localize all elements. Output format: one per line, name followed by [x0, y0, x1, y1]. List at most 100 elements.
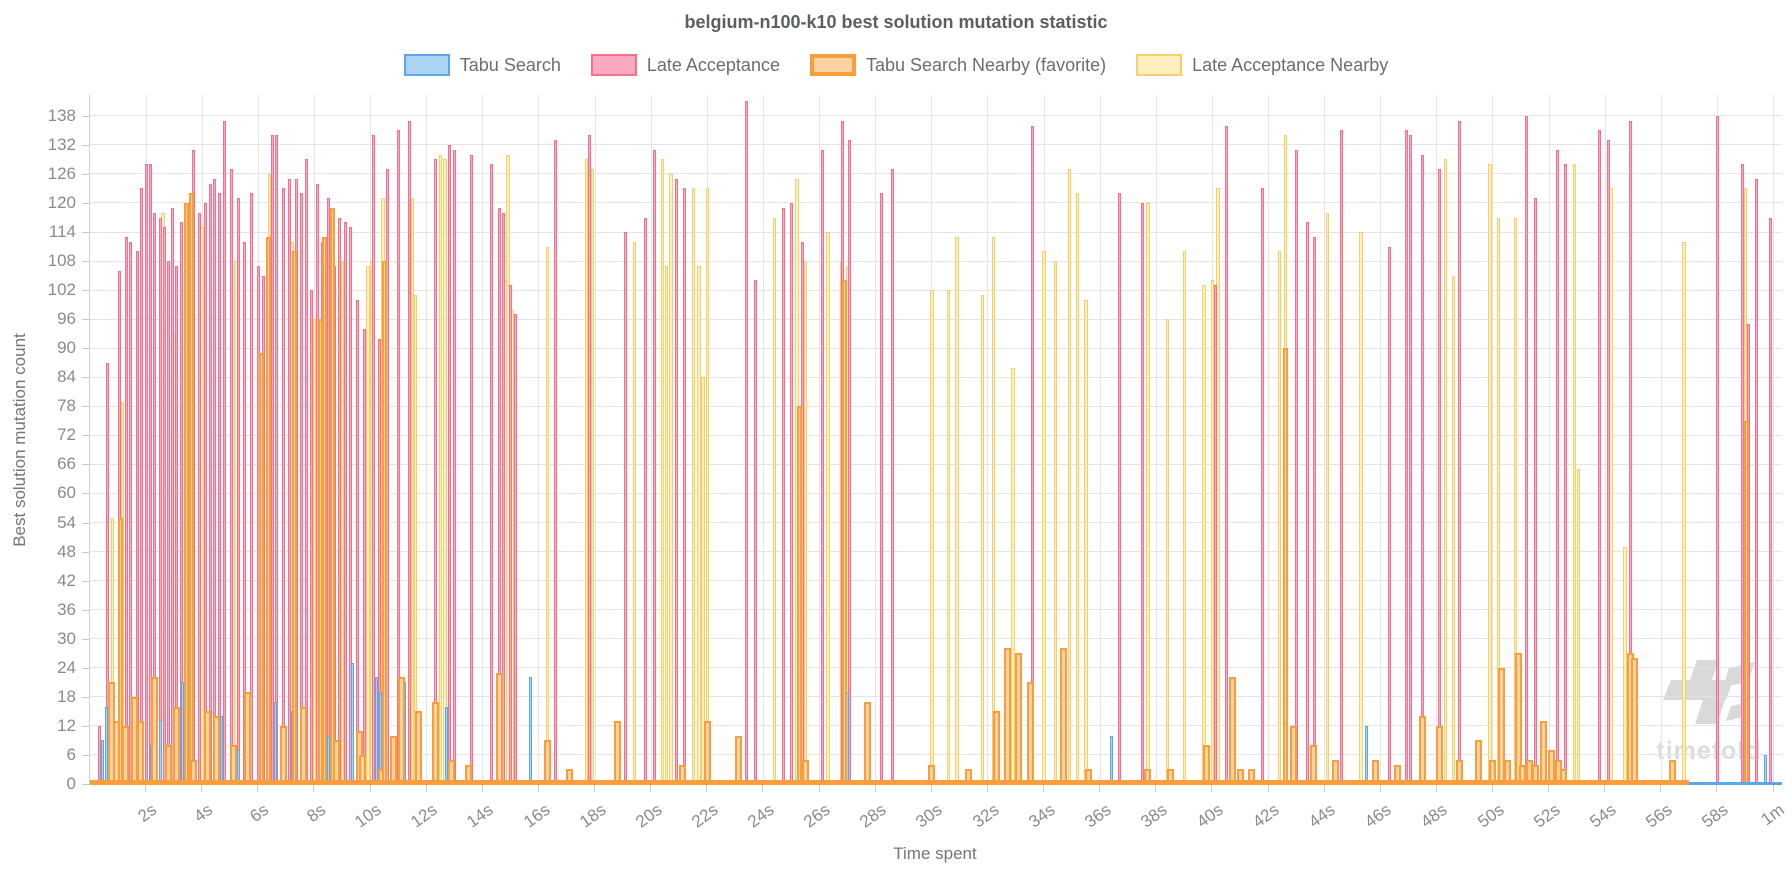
y-axis-tick — [82, 784, 89, 785]
bar-late-acceptance — [470, 154, 474, 784]
bar-late-acceptance-nearby — [660, 159, 665, 784]
bar-tabu-search-nearby — [184, 202, 190, 784]
gridline-horizontal — [90, 463, 1782, 465]
bar-tabu-search-nearby — [1631, 658, 1639, 784]
bar-tabu-search-nearby — [1436, 725, 1444, 784]
gridline-vertical — [1492, 95, 1494, 784]
bar-late-acceptance — [1715, 115, 1719, 784]
x-axis-tick — [1772, 785, 1774, 792]
bar-late-acceptance — [644, 217, 648, 784]
bar-tabu-search-nearby — [389, 735, 397, 784]
gridline-horizontal — [90, 522, 1782, 524]
gridline-horizontal — [90, 551, 1782, 553]
x-tick-label: 38s — [1137, 800, 1171, 832]
x-axis-title: Time spent — [893, 844, 977, 863]
legend-item-late-acceptance-nearby[interactable]: Late Acceptance Nearby — [1136, 54, 1388, 76]
y-axis-tick — [82, 319, 89, 321]
legend-label: Late Acceptance — [646, 54, 780, 75]
x-tick-label: 16s — [519, 800, 554, 832]
bar-late-acceptance — [197, 212, 201, 784]
bar-tabu-search-nearby — [734, 735, 742, 784]
bar-late-acceptance-nearby — [980, 294, 985, 784]
bar-late-acceptance-nearby — [1053, 261, 1057, 784]
bar-late-acceptance — [1628, 120, 1632, 784]
bar-tabu-search-nearby — [863, 701, 871, 784]
bar-late-acceptance — [242, 241, 246, 784]
bar-tabu-search-nearby — [703, 721, 711, 784]
bar-late-acceptance — [209, 183, 213, 784]
bar-late-acceptance — [1339, 130, 1343, 784]
bar-late-acceptance — [310, 290, 314, 784]
x-axis-tick — [1716, 785, 1718, 792]
bar-late-acceptance — [1769, 217, 1773, 784]
gridline-vertical — [1660, 95, 1662, 784]
bar-tabu-search-nearby — [1203, 745, 1211, 784]
x-axis-tick — [650, 785, 652, 792]
x-tick-label: 44s — [1305, 800, 1339, 832]
bar-tabu-search-nearby — [797, 406, 803, 784]
bar-tabu-search-nearby — [1489, 759, 1497, 784]
x-tick-label: 48s — [1417, 800, 1452, 832]
legend: Tabu Search Late Acceptance Tabu Search Ne… — [0, 54, 1792, 76]
y-axis-tick — [82, 202, 89, 204]
bar-late-acceptance-nearby — [1682, 241, 1686, 784]
y-tick-label: 42 — [57, 570, 76, 590]
bar-late-acceptance — [129, 241, 133, 784]
bar-tabu-search-nearby — [1548, 750, 1556, 784]
legend-item-tabu-search-nearby[interactable]: Tabu Search Nearby (favorite) — [809, 54, 1107, 76]
y-tick-label: 66 — [57, 454, 76, 474]
bar-late-acceptance-nearby — [1011, 367, 1015, 784]
bar-late-acceptance — [237, 198, 241, 784]
x-tick-label: 2s — [134, 800, 161, 826]
gridline-vertical — [762, 95, 764, 784]
x-tick-label: 22s — [688, 800, 722, 832]
y-axis-tick — [82, 261, 89, 263]
bar-late-acceptance-nearby — [669, 173, 673, 784]
y-tick-label: 48 — [57, 541, 76, 561]
bar-late-acceptance-nearby — [1165, 319, 1170, 784]
bar-late-acceptance — [98, 725, 102, 784]
bar-tabu-search-nearby — [265, 236, 271, 784]
bar-late-acceptance — [1313, 236, 1317, 784]
bar-tabu-search — [529, 677, 533, 784]
gridline-horizontal — [90, 434, 1782, 436]
y-tick-label: 120 — [47, 192, 76, 212]
bar-tabu-search-nearby — [1539, 721, 1547, 784]
bar-tabu-search-nearby — [1497, 667, 1505, 784]
bar-late-acceptance-nearby — [955, 236, 959, 784]
gridline-horizontal — [90, 638, 1782, 640]
bar-tabu-search-nearby — [137, 721, 144, 784]
x-tick-label: 50s — [1473, 800, 1508, 832]
x-axis-tick — [1267, 785, 1269, 792]
legend-label: Tabu Search Nearby (favorite) — [865, 54, 1107, 75]
y-axis-tick — [82, 638, 89, 640]
bar-late-acceptance — [1556, 149, 1560, 784]
bar-tabu-search — [374, 677, 378, 784]
x-axis-tick — [1548, 785, 1550, 792]
bar-tabu-search-nearby — [543, 740, 551, 784]
x-axis-tick — [313, 785, 315, 792]
bar-tabu-search — [1365, 725, 1369, 784]
bar-tabu-search-nearby — [1332, 759, 1340, 784]
legend-item-late-acceptance[interactable]: Late Acceptance — [590, 54, 780, 76]
bar-tabu-search-nearby — [397, 677, 405, 784]
bar-tabu-search-nearby — [1744, 420, 1750, 784]
gridline-vertical — [1773, 95, 1775, 784]
bar-tabu-search-nearby — [496, 672, 504, 784]
y-axis-tick — [82, 609, 89, 611]
bar-tabu-search-nearby — [431, 701, 439, 784]
legend-item-tabu-search[interactable]: Tabu Search — [403, 54, 561, 76]
bar-late-acceptance — [223, 120, 227, 784]
y-tick-label: 102 — [47, 280, 76, 300]
y-axis-tick — [82, 173, 89, 175]
bar-late-acceptance-nearby — [664, 265, 669, 784]
bar-late-acceptance — [371, 135, 375, 784]
bar-late-acceptance — [1741, 164, 1745, 784]
bar-late-acceptance-nearby — [946, 290, 951, 784]
bar-tabu-search-nearby — [1514, 653, 1522, 784]
x-axis-tick — [1660, 785, 1662, 792]
x-axis-tick — [986, 785, 988, 792]
y-axis-tick — [82, 232, 89, 234]
bar-tabu-search — [327, 735, 330, 784]
x-axis-tick — [1491, 785, 1493, 792]
